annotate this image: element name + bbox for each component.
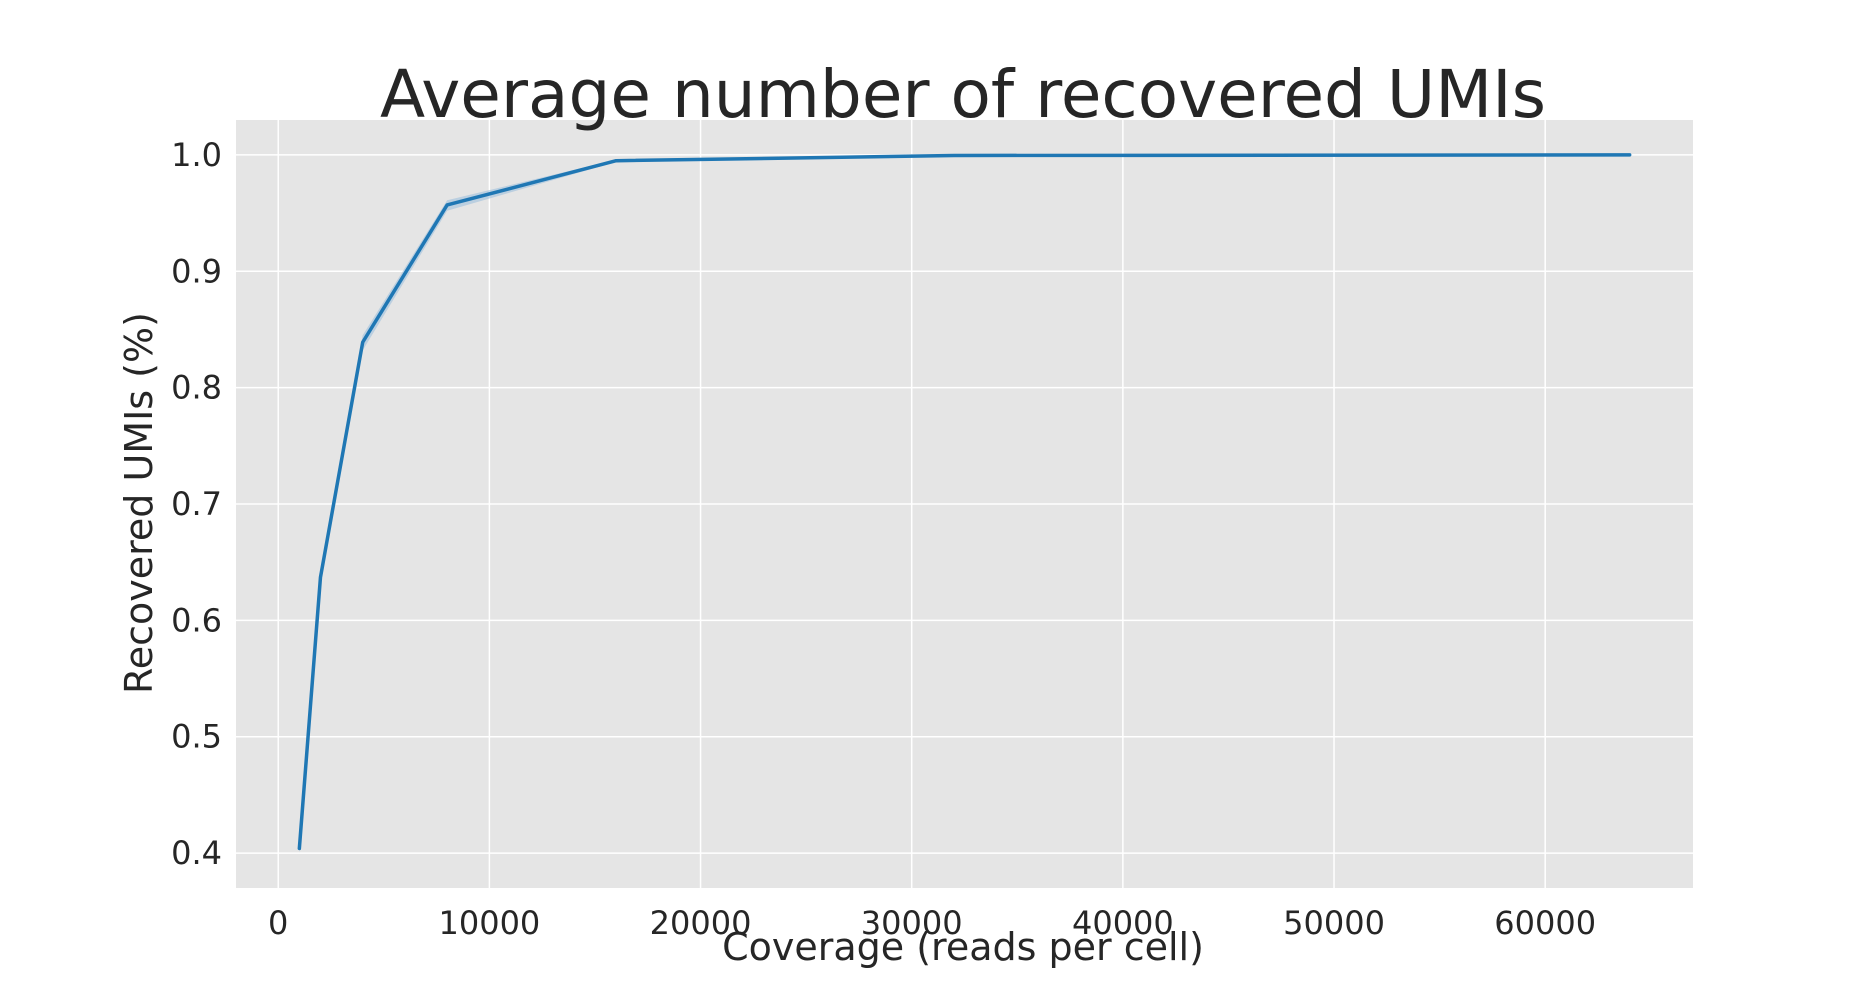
x-tick-label: 0 [268,904,288,942]
data-line [297,153,1632,851]
x-tick-labels: 0 10000 20000 30000 40000 50000 60000 [268,904,1596,942]
x-tick-label: 50000 [1283,904,1385,942]
chart-title: Average number of recovered UMIs [380,56,1546,133]
y-tick-label: 0.6 [171,601,222,639]
y-tick-label: 0.4 [171,834,222,872]
confidence-band [299,154,1630,854]
y-tick-label: 0.9 [171,252,222,290]
y-axis-label: Recovered UMIs (%) [117,312,161,694]
x-tick-label: 10000 [438,904,540,942]
y-tick-label: 1.0 [171,136,222,174]
x-tick-label: 40000 [1072,904,1174,942]
y-tick-label: 0.5 [171,718,222,756]
y-tick-label: 0.8 [171,369,222,407]
x-tick-label: 60000 [1494,904,1596,942]
x-axis-label: Coverage (reads per cell) [722,925,1204,969]
x-tick-label: 20000 [650,904,752,942]
series-line [297,153,1632,851]
x-tick-label: 30000 [861,904,963,942]
ci-band [299,154,1630,854]
y-tick-labels: 0.4 0.5 0.6 0.7 0.8 0.9 1.0 [171,136,222,872]
y-tick-label: 0.7 [171,485,222,523]
